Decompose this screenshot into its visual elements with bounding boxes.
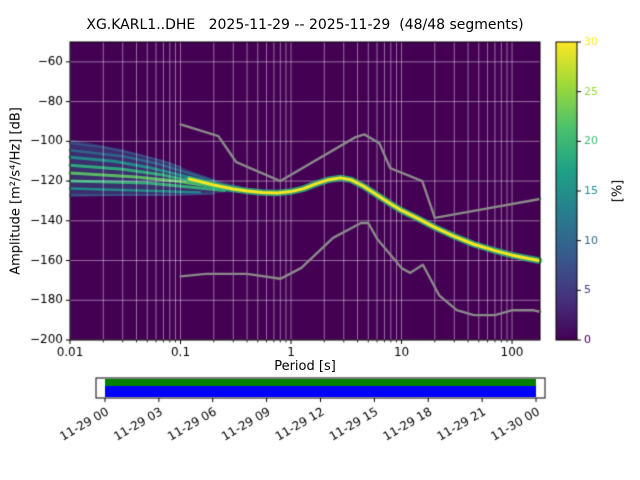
plot-title: XG.KARL1..DHE 2025-11-29 -- 2025-11-29 (… bbox=[86, 17, 524, 33]
y-axis-label: Amplitude [m²/s⁴/Hz] [dB] bbox=[8, 107, 24, 275]
colorbar-label: [%] bbox=[610, 179, 626, 203]
x-axis-label: Period [s] bbox=[274, 359, 336, 374]
